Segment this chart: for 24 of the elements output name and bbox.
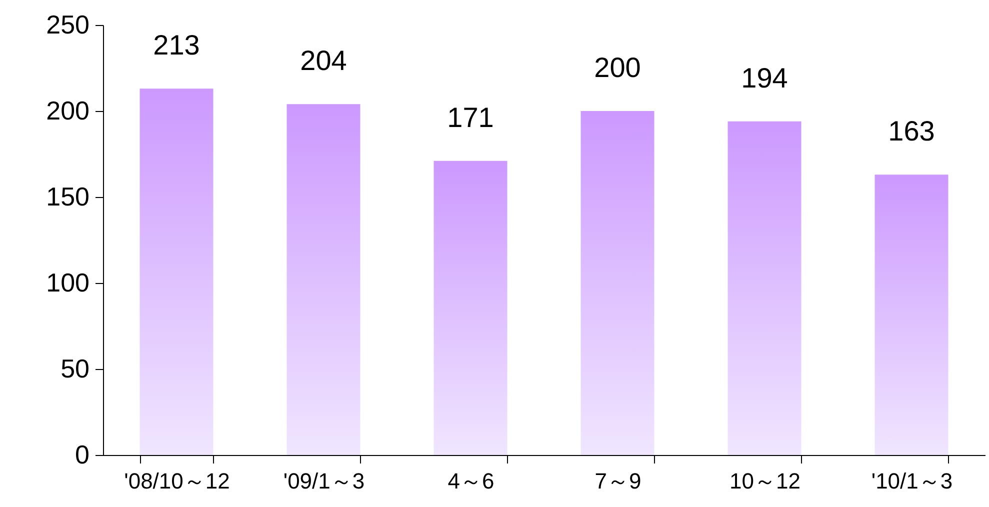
bar [728,121,802,455]
bar [874,174,948,455]
data-label: 204 [300,45,347,76]
x-tick-label: '08/10～12 [124,468,230,494]
y-tick-label: 150 [46,182,90,212]
data-label: 163 [888,116,935,147]
bar [434,160,508,455]
bar [580,111,654,455]
data-label: 171 [447,102,494,133]
data-label: 194 [741,62,788,94]
x-tick-label: 7～9 [594,468,642,494]
y-tick-label: 0 [75,440,90,470]
y-tick-label: 200 [46,96,90,126]
y-tick-label: 100 [46,268,90,298]
y-tick-label: 50 [60,354,90,384]
bar [140,88,214,455]
x-tick-label: 10～12 [730,468,800,494]
y-tick-label: 250 [46,10,90,40]
x-tick-label: '09/1～3 [283,468,365,494]
data-label: 213 [153,30,200,61]
x-tick-label: 4～6 [448,468,494,494]
bar [286,104,360,455]
data-label: 200 [594,52,641,83]
x-tick-label: '10/1～3 [871,468,953,494]
